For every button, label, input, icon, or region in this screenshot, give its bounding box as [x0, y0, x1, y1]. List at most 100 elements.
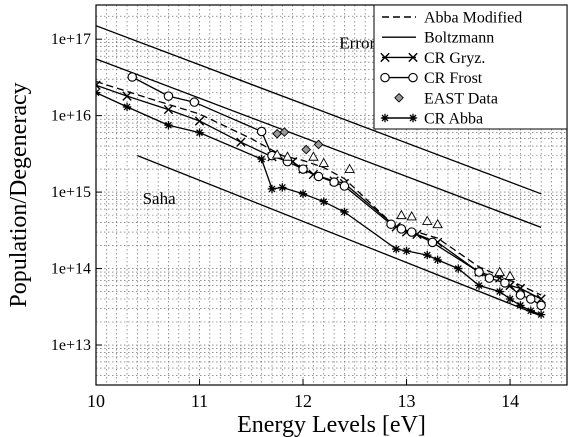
data-point-cr-abba — [164, 121, 173, 130]
legend-marker — [380, 52, 390, 63]
data-point-cr-abba — [454, 264, 463, 273]
x-tick-label: 10 — [87, 391, 105, 411]
data-point-cr-frost — [474, 267, 484, 277]
data-point-cr-frost — [163, 91, 174, 101]
data-point-cr-abba — [257, 154, 266, 164]
legend-label: EAST Data — [424, 90, 498, 107]
data-point-cr-abba — [195, 128, 204, 137]
data-point-cr-abba — [267, 184, 277, 194]
data-point-cr-frost — [127, 72, 137, 82]
y-tick-label: 1e+14 — [51, 261, 91, 278]
data-point-cr-abba — [423, 250, 432, 260]
data-point-east-data — [313, 139, 324, 150]
data-point-cr-frost — [339, 181, 350, 191]
data-point-cr-abba — [495, 287, 504, 296]
data-point-cr-gryz- — [515, 283, 526, 294]
data-point-cr-abba — [516, 301, 525, 310]
data-point-cr-frost — [484, 273, 495, 283]
plot-frame — [95, 4, 568, 386]
y-tick-label: 1e+16 — [51, 108, 91, 125]
data-point-series-7 — [396, 209, 407, 220]
series-line-cr-gryz- — [96, 84, 542, 300]
series-line-series-3 — [137, 154, 542, 317]
legend-marker — [380, 72, 390, 83]
series-boltzmann — [96, 25, 542, 195]
legend: Abba Modified Boltzmann CR Gryz. CR Frost EA… — [373, 4, 568, 130]
data-point-series-7 — [406, 211, 417, 221]
data-point-series-7 — [318, 157, 330, 167]
legend-item: CR Abba — [380, 111, 483, 128]
legend-marker — [380, 113, 390, 123]
x-tick-label: 11 — [191, 391, 208, 411]
legend-marker — [394, 92, 404, 103]
data-point-cr-frost — [189, 97, 200, 107]
series-series-3 — [137, 154, 542, 317]
series-abba-modified — [96, 80, 542, 296]
legend-box — [373, 4, 568, 130]
series-line-boltzmann — [96, 25, 542, 195]
data-point-cr-abba — [298, 189, 308, 199]
series-line-abba-modified — [96, 80, 542, 296]
data-point-cr-gryz- — [236, 137, 246, 147]
data-point-cr-abba — [505, 294, 515, 304]
legend-label: Boltzmann — [424, 30, 494, 47]
legend-label: Abba Modified — [424, 10, 522, 27]
data-point-cr-frost — [386, 219, 396, 229]
series-cr-abba — [96, 88, 546, 319]
data-point-series-7 — [432, 218, 443, 229]
data-point-cr-gryz- — [122, 91, 132, 101]
legend-marker — [408, 52, 418, 63]
data-point-series-7 — [271, 149, 283, 159]
data-point-cr-abba — [433, 255, 442, 265]
legend-marker — [408, 113, 418, 123]
y-tick-label: 1e+17 — [51, 31, 91, 48]
data-point-cr-abba — [536, 310, 546, 319]
data-point-cr-abba — [278, 183, 287, 192]
x-axis-label: Energy Levels [eV] — [237, 412, 426, 437]
data-point-cr-frost — [536, 300, 546, 311]
data-point-cr-frost — [526, 294, 536, 304]
data-point-series-7 — [421, 215, 433, 225]
data-point-cr-frost — [256, 126, 267, 137]
y-tick-label: 1e+13 — [51, 337, 91, 354]
data-point-cr-abba — [319, 197, 328, 206]
data-point-cr-frost — [329, 177, 339, 187]
data-point-cr-frost — [500, 278, 510, 288]
series-series-7 — [271, 149, 516, 280]
legend-item: CR Frost — [380, 70, 483, 87]
data-point-cr-frost — [298, 164, 308, 174]
data-point-cr-frost — [427, 237, 438, 248]
y-axis-label: Population/Degeneracy — [6, 82, 32, 307]
data-point-cr-abba — [402, 246, 411, 256]
data-point-series-7 — [504, 270, 516, 280]
data-point-cr-abba — [122, 102, 132, 112]
data-point-east-data — [279, 127, 290, 137]
data-point-cr-abba — [526, 306, 535, 316]
data-point-cr-abba — [391, 244, 401, 254]
data-point-series-7 — [308, 151, 319, 161]
x-tick-label: 13 — [398, 391, 416, 411]
data-point-east-data — [301, 144, 311, 155]
data-point-cr-abba — [474, 281, 484, 290]
legend-label: CR Abba — [424, 111, 483, 128]
data-point-cr-frost — [313, 171, 324, 182]
x-tick-label: 14 — [501, 391, 519, 411]
data-point-cr-gryz- — [194, 116, 205, 126]
data-point-series-7 — [344, 163, 355, 174]
x-tick-label: 12 — [294, 391, 312, 411]
series-cr-frost — [127, 72, 546, 311]
legend-item: Abba Modified — [382, 10, 522, 27]
legend-marker — [408, 72, 418, 83]
series-east-data — [272, 127, 324, 155]
data-point-cr-gryz- — [163, 104, 174, 115]
legend-label: CR Gryz. — [424, 50, 485, 67]
data-point-series-7 — [494, 266, 505, 277]
data-point-cr-frost — [396, 224, 407, 234]
y-tick-label: 1e+15 — [51, 184, 91, 201]
legend-item: CR Gryz. — [380, 50, 485, 67]
data-point-series-7 — [282, 151, 293, 161]
legend-item: Boltzmann — [382, 30, 494, 47]
legend-label: CR Frost — [424, 70, 483, 87]
